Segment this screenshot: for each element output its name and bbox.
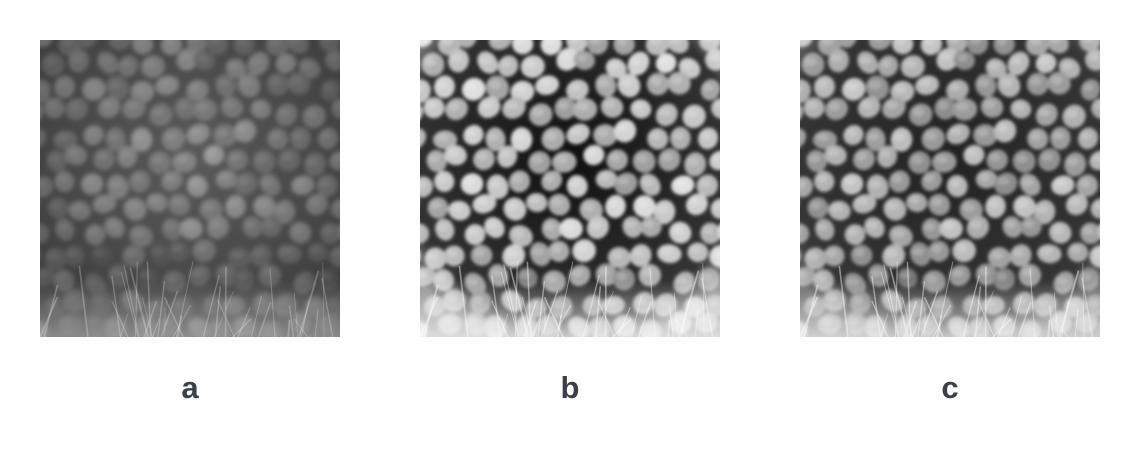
texture-image-c bbox=[800, 40, 1100, 337]
texture-image-a bbox=[40, 40, 340, 337]
image-panel-a bbox=[40, 40, 340, 337]
panel-label-b: b bbox=[420, 370, 720, 406]
panel-label-c: c bbox=[800, 370, 1100, 406]
image-panel-c bbox=[800, 40, 1100, 337]
image-panel-b bbox=[420, 40, 720, 337]
panel-label-a: a bbox=[40, 370, 340, 406]
texture-image-b bbox=[420, 40, 720, 337]
